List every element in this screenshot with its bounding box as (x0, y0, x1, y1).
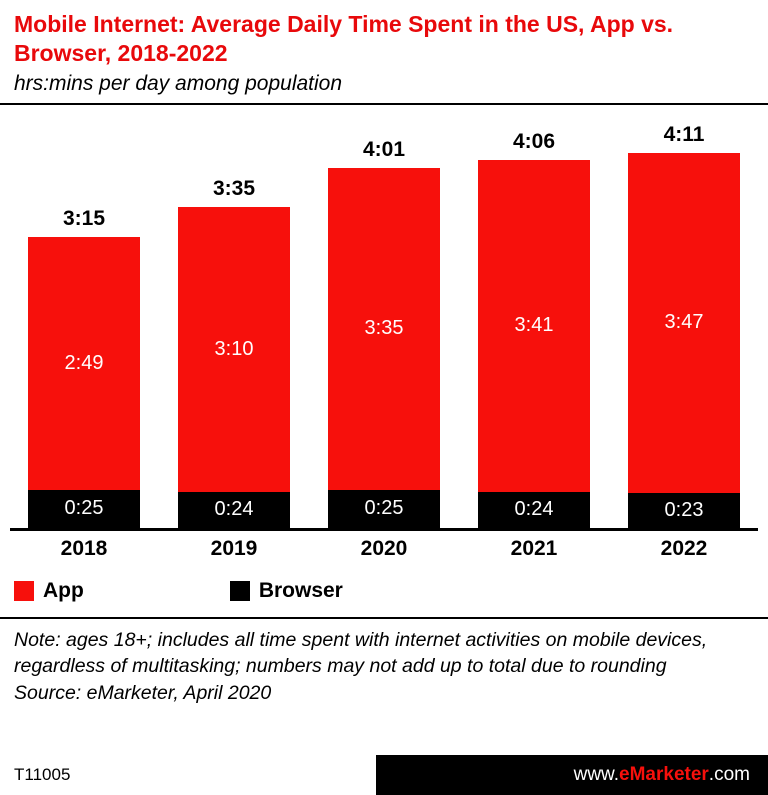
bar-total-label: 4:01 (362, 137, 406, 161)
browser-value-label: 0:25 (64, 497, 104, 520)
chart-header: Mobile Internet: Average Daily Time Spen… (0, 0, 768, 96)
browser-legend-label: Browser (258, 578, 343, 602)
x-axis-label: 2018 (60, 536, 108, 560)
footer-bar: T11005 www. eMarketer .com (0, 755, 768, 795)
x-axis-label: 2021 (510, 536, 558, 560)
stacked-bar: 3:41 0:24 (478, 160, 590, 528)
website-brand: eMarketer (619, 764, 709, 785)
app-segment: 3:47 (628, 152, 740, 493)
website-url: www. eMarketer .com (376, 755, 768, 795)
chart-id: T11005 (0, 755, 377, 795)
x-axis-label: 2020 (360, 536, 408, 560)
source-text: Source: eMarketer, April 2020 (14, 682, 272, 705)
stacked-bar: 3:10 0:24 (178, 206, 290, 528)
note-text: Note: ages 18+; includes all time spent … (14, 628, 708, 678)
bar-group: 4:11 3:47 0:23 (628, 123, 740, 528)
app-segment: 3:10 (178, 206, 290, 492)
x-axis-label: 2019 (210, 536, 258, 560)
browser-segment: 0:25 (328, 490, 440, 528)
app-segment: 3:35 (328, 167, 440, 490)
stacked-bar: 3:47 0:23 (628, 152, 740, 528)
app-value-label: 3:10 (214, 337, 254, 360)
app-value-label: 3:35 (364, 317, 404, 340)
bar-total-label: 4:06 (512, 130, 556, 153)
app-value-label: 2:49 (64, 351, 104, 374)
app-segment: 3:41 (478, 160, 590, 492)
browser-segment: 0:25 (28, 490, 140, 528)
chart-title: Mobile Internet: Average Daily Time Spen… (14, 11, 674, 66)
website-prefix: www. (573, 764, 620, 785)
header-divider (0, 102, 768, 105)
app-value-label: 3:41 (514, 314, 554, 337)
bar-total-label: 3:35 (212, 176, 256, 200)
app-legend-label: App (43, 578, 84, 602)
chart-subtitle: hrs:mins per day among population (14, 71, 343, 95)
bar-total-label: 3:15 (62, 206, 106, 230)
browser-value-label: 0:25 (364, 497, 404, 520)
browser-legend-swatch (229, 580, 250, 601)
legend: App Browser (0, 579, 768, 603)
app-segment: 2:49 (28, 236, 140, 490)
legend-item-app: App (14, 579, 84, 603)
bar-group: 4:06 3:41 0:24 (478, 130, 590, 528)
browser-segment: 0:24 (478, 491, 590, 528)
bar-chart: 3:15 2:49 0:25 3:35 3:10 0:24 4:01 3:35 0:25 4:06… (10, 123, 758, 531)
website-suffix: .com (708, 764, 750, 785)
app-legend-swatch (14, 580, 34, 601)
legend-item-browser: Browser (229, 578, 343, 603)
bar-group: 3:35 3:10 0:24 (178, 177, 290, 528)
browser-value-label: 0:24 (214, 498, 254, 520)
x-axis-labels: 2018 2019 2020 2021 2022 (10, 537, 758, 561)
stacked-bar: 2:49 0:25 (28, 236, 140, 528)
note-divider (0, 616, 768, 619)
browser-value-label: 0:24 (514, 498, 554, 520)
app-value-label: 3:47 (664, 311, 704, 334)
browser-value-label: 0:23 (664, 498, 704, 521)
browser-segment: 0:24 (178, 491, 290, 528)
x-axis-label: 2022 (660, 536, 708, 560)
bar-total-label: 4:11 (663, 122, 705, 146)
bar-group: 4:01 3:35 0:25 (328, 138, 440, 528)
bar-group: 3:15 2:49 0:25 (28, 207, 140, 528)
stacked-bar: 3:35 0:25 (328, 167, 440, 528)
browser-segment: 0:23 (628, 493, 740, 528)
